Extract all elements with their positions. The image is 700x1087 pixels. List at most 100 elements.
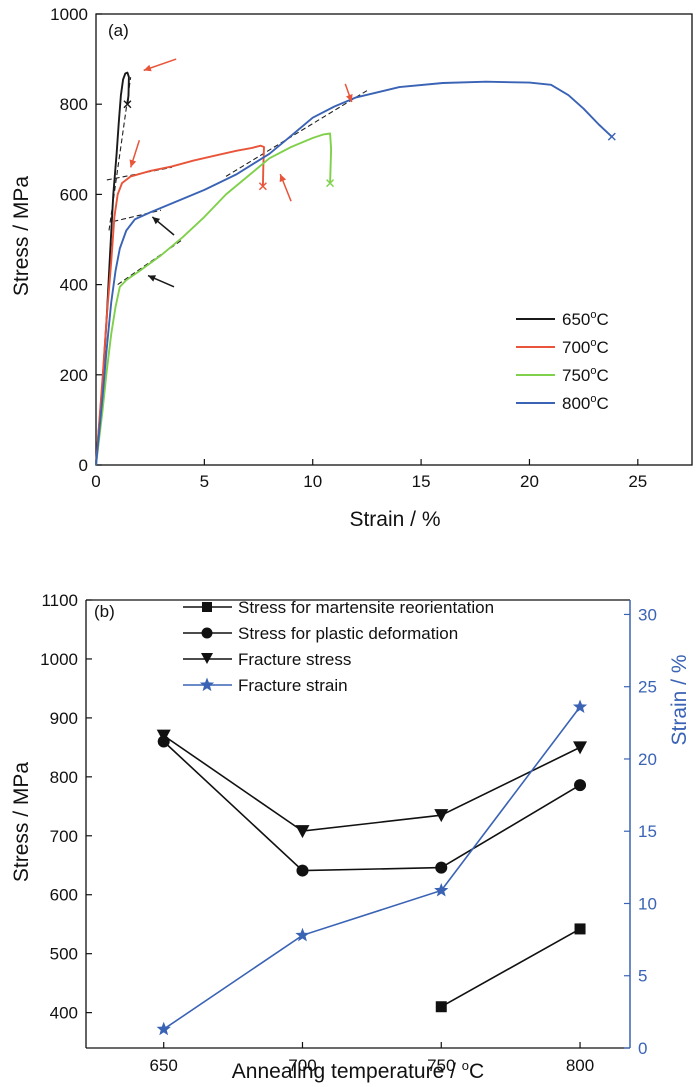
marker-triangle <box>295 825 310 839</box>
legend-marker-circle <box>201 627 213 639</box>
panel-b-x-axis-title: Annealing temperature / oC <box>232 1058 484 1083</box>
legend-entry-800: 800oC <box>516 393 609 413</box>
x-tick-label: 0 <box>91 472 100 491</box>
y-tick-label: 400 <box>50 1004 78 1023</box>
fracture-marker-700 <box>258 182 267 191</box>
series-line-triangle-down <box>163 734 581 832</box>
y2-tick-label: 30 <box>638 605 657 624</box>
legend-entry-700: 700oC <box>516 337 609 357</box>
x-tick-label: 25 <box>628 472 647 491</box>
marker-square <box>574 923 586 935</box>
legend-label-750: 750oC <box>562 365 609 385</box>
y2-tick-label: 25 <box>638 678 657 697</box>
curve-700 <box>95 144 265 466</box>
annotation-arrow <box>147 274 175 288</box>
marker-circle <box>296 864 309 877</box>
panel-a-label: (a) <box>108 21 129 40</box>
y2-tick-label: 5 <box>638 967 647 986</box>
x-tick-label: 650 <box>150 1056 178 1075</box>
marker-square <box>435 1001 447 1013</box>
legend-entry-fracture-strain: Fracture strain <box>183 676 348 695</box>
x-tick-label: 700 <box>288 1056 316 1075</box>
y-tick-label: 1000 <box>40 650 78 669</box>
panel-a-arrows <box>129 58 353 288</box>
panel-b-axes <box>85 599 631 1049</box>
x-tick-label: 750 <box>427 1056 455 1075</box>
legend-marker-star <box>199 677 215 692</box>
y-tick-label: 400 <box>60 276 88 295</box>
panel-b-y2-axis-title: Strain / % <box>668 654 691 745</box>
legend-label-fracture-strain: Fracture strain <box>238 676 348 695</box>
y-tick-label: 1100 <box>41 591 78 610</box>
y-tick-label: 1000 <box>50 5 88 24</box>
x-tick-label: 20 <box>520 472 539 491</box>
x-tick-label: 15 <box>412 472 431 491</box>
panel-a-y-axis-title: Stress / MPa <box>10 176 33 297</box>
legend-entry-650: 650oC <box>516 309 609 329</box>
marker-triangle <box>156 729 171 743</box>
curve-800 <box>95 80 613 466</box>
y2-tick-label: 10 <box>638 894 657 913</box>
marker-circle <box>574 779 587 792</box>
panel-b-legend: Stress for martensite reorientation Stre… <box>183 598 494 695</box>
panel-b-label: (b) <box>94 602 115 621</box>
panel-b-markers <box>156 699 588 1036</box>
y2-tick-label: 15 <box>638 822 657 841</box>
legend-label-800: 800oC <box>562 393 609 413</box>
y-tick-label: 800 <box>60 95 88 114</box>
panel-b-tick-labels: 650 700 750 800 400 500 600 700 800 900 1000 1100 0 5… <box>40 591 657 1075</box>
legend-marker-triangle <box>201 653 213 664</box>
series-line-star <box>163 706 581 1030</box>
legend-label-martensite: Stress for martensite reorientation <box>238 598 494 617</box>
panel-a-tick-labels: 0 5 10 15 20 25 0 200 400 600 800 1000 <box>50 5 647 491</box>
x-tick-label: 10 <box>303 472 322 491</box>
panel-a: 0 5 10 15 20 25 0 200 400 600 800 1000 (a) Strain /… <box>10 5 693 531</box>
marker-triangle <box>573 741 588 755</box>
marker-star <box>156 1021 171 1036</box>
curve-750 <box>95 132 333 466</box>
marker-star <box>572 699 588 714</box>
y-tick-label: 500 <box>50 945 78 964</box>
panel-b: 650 700 750 800 400 500 600 700 800 900 1000 1100 0 5… <box>10 591 691 1083</box>
panel-b-series-lines <box>163 706 581 1030</box>
marker-star <box>295 927 310 942</box>
legend-label-700: 700oC <box>562 337 609 357</box>
y-tick-label: 600 <box>60 185 88 204</box>
tangent-line <box>225 90 368 177</box>
annotation-arrow <box>344 83 353 103</box>
y2-tick-label: 0 <box>638 1039 647 1058</box>
marker-circle <box>435 861 448 874</box>
x-tick-label: 800 <box>566 1056 594 1075</box>
legend-entry-fracture-stress: Fracture stress <box>183 650 351 669</box>
series-line-circle <box>163 740 581 872</box>
y2-tick-label: 20 <box>638 750 657 769</box>
legend-marker-square <box>202 602 212 612</box>
legend-label-fracture-stress: Fracture stress <box>238 650 351 669</box>
annotation-arrow <box>151 216 175 236</box>
panel-a-curves <box>95 71 616 466</box>
legend-label-plastic: Stress for plastic deformation <box>238 624 458 643</box>
annotation-arrow <box>129 140 141 168</box>
y-tick-label: 900 <box>50 709 78 728</box>
series-line-square <box>440 928 581 1008</box>
panel-b-y-axis-title: Stress / MPa <box>10 762 33 883</box>
legend-entry-plastic: Stress for plastic deformation <box>183 624 458 643</box>
marker-star <box>434 882 449 897</box>
legend-label-650: 650oC <box>562 309 609 329</box>
panel-a-legend: 650oC 700oC 750oC 800oC <box>516 309 609 413</box>
y-tick-label: 600 <box>50 886 78 905</box>
annotation-arrow <box>143 58 177 72</box>
legend-entry-martensite: Stress for martensite reorientation <box>183 598 494 617</box>
plot-frame <box>95 13 693 466</box>
x-tick-label: 5 <box>200 472 209 491</box>
y-tick-label: 700 <box>50 827 78 846</box>
fracture-marker-650 <box>123 100 132 109</box>
fracture-marker-800 <box>607 132 616 141</box>
y-tick-label: 0 <box>79 456 88 475</box>
y-tick-label: 200 <box>60 366 88 385</box>
panel-a-axes <box>95 13 693 466</box>
marker-triangle <box>434 809 449 823</box>
fracture-marker-750 <box>326 179 335 188</box>
y-tick-label: 800 <box>50 768 78 787</box>
